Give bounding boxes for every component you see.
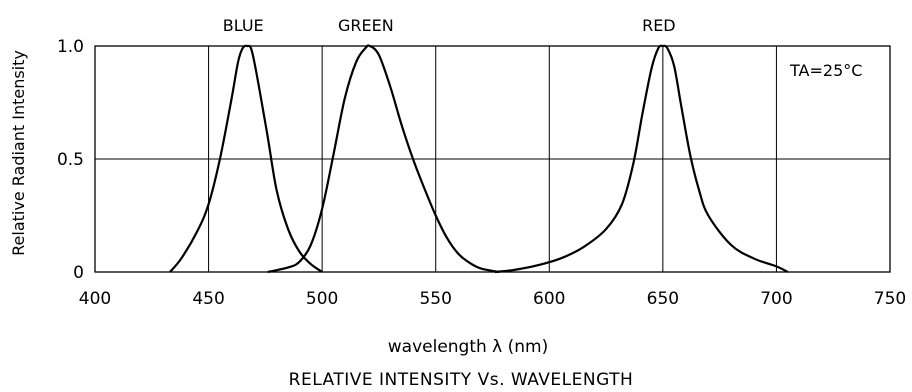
x-tick-label: 450 <box>192 289 224 309</box>
temperature-annotation: TA=25°C <box>789 61 862 80</box>
series-line-green <box>267 44 500 274</box>
x-tick-label: 550 <box>419 289 451 309</box>
series-line-blue <box>169 44 323 273</box>
curves <box>169 44 789 274</box>
x-tick-label: 600 <box>533 289 565 309</box>
chart-title: RELATIVE INTENSITY Vs. WAVELENGTH <box>289 370 634 390</box>
series-labels: BLUE GREEN RED <box>223 16 676 35</box>
x-tick-label: 750 <box>874 289 906 309</box>
x-tick-labels: 400 450 500 550 600 650 700 750 <box>79 289 906 309</box>
x-tick-label: 500 <box>306 289 338 309</box>
series-label-blue: BLUE <box>223 16 264 35</box>
x-tick-label: 650 <box>647 289 679 309</box>
grid <box>95 46 890 272</box>
x-tick-label: 700 <box>760 289 792 309</box>
y-tick-labels: 0 0.5 1.0 <box>57 37 84 283</box>
y-axis-label: Relative Radiant Intensity <box>9 50 28 256</box>
y-tick-label: 0 <box>73 263 84 283</box>
y-tick-label: 1.0 <box>57 37 84 57</box>
series-line-red <box>494 44 789 274</box>
series-label-green: GREEN <box>338 16 394 35</box>
x-axis-label: wavelength λ (nm) <box>388 337 549 357</box>
series-label-red: RED <box>642 16 676 35</box>
x-tick-label: 400 <box>79 289 111 309</box>
y-tick-label: 0.5 <box>57 150 84 170</box>
